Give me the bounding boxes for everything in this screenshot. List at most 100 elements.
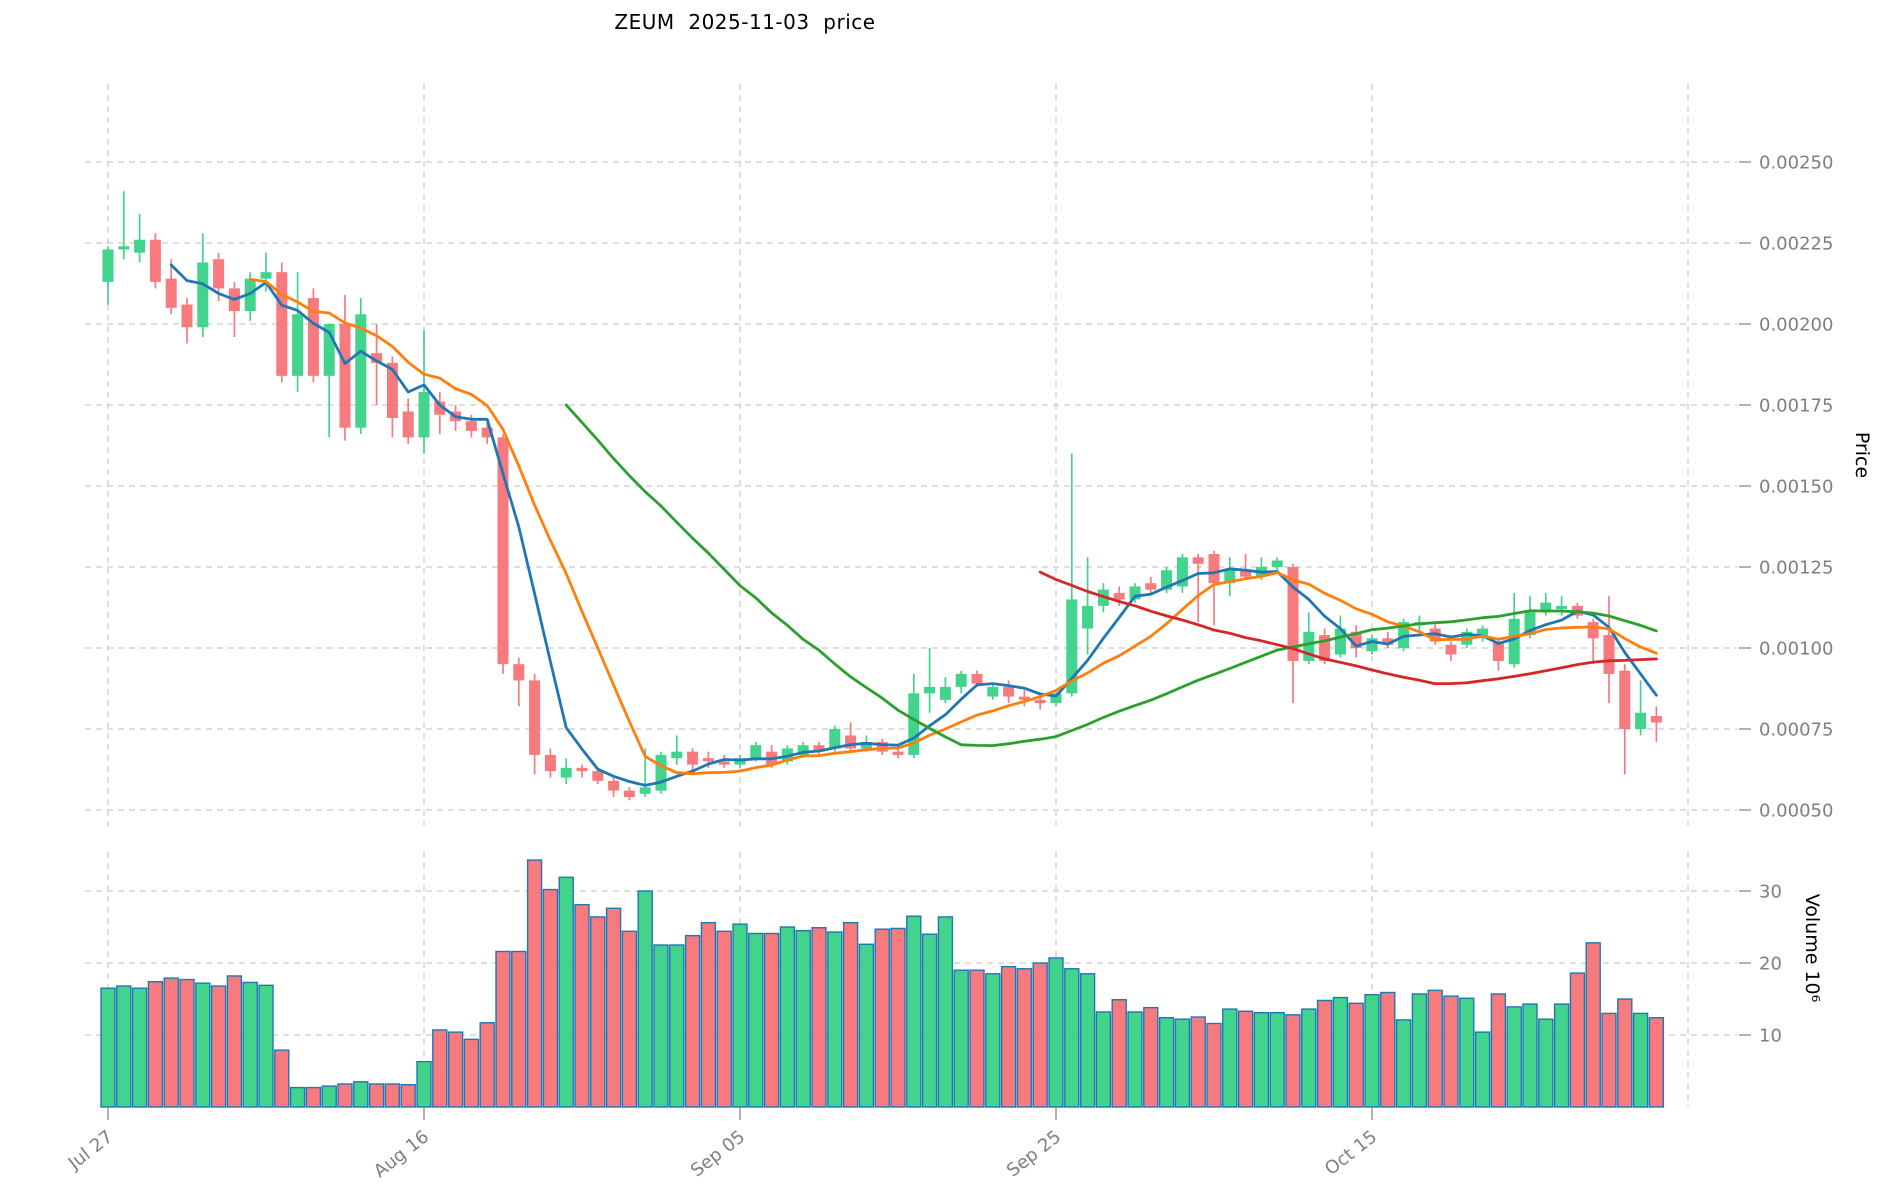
volume-bar: [1095, 1011, 1112, 1108]
volume-bar: [858, 943, 875, 1108]
volume-bar: [226, 975, 243, 1108]
volume-bar: [1016, 968, 1033, 1108]
volume-bar: [716, 930, 732, 1108]
volume-bar: [1395, 1019, 1412, 1108]
candle-body: [829, 729, 841, 749]
candle-body: [623, 790, 635, 798]
candle-body: [560, 767, 572, 778]
candle-body: [1445, 644, 1457, 655]
volume-bar: [937, 916, 954, 1108]
volume-bar: [289, 1086, 306, 1108]
candle-body: [908, 693, 920, 755]
volume-bar: [1506, 1006, 1522, 1108]
volume-bar: [653, 944, 669, 1108]
candle-body: [1635, 712, 1647, 729]
candle-body: [1334, 628, 1346, 655]
candle-body: [292, 314, 304, 376]
volume-bar: [1632, 1012, 1649, 1108]
volume-bar: [1316, 999, 1333, 1108]
volume-bar: [432, 1029, 448, 1108]
volume-bar: [337, 1083, 353, 1108]
candle-body: [702, 758, 714, 762]
volume-bar: [242, 981, 258, 1108]
volume-bar: [590, 916, 606, 1108]
x-tick-label: Jul 27: [64, 1126, 117, 1174]
candle-body: [750, 745, 762, 759]
candle-body: [102, 249, 114, 282]
volume-bar: [274, 1049, 290, 1108]
volume-bar: [748, 932, 764, 1108]
volume-bar: [147, 981, 164, 1108]
x-tick-label: Oct 15: [1321, 1126, 1381, 1179]
volume-bar: [368, 1083, 385, 1108]
candle-body: [718, 761, 730, 765]
candle-body: [1034, 699, 1046, 704]
volume-bar: [1143, 1006, 1159, 1108]
volume-bar: [526, 859, 543, 1108]
price-tick-label: 0.00050: [1759, 801, 1833, 822]
volume-tick-label: 30: [1759, 882, 1782, 903]
candle-body: [639, 787, 651, 794]
candle-body: [371, 353, 383, 363]
candle-body: [1145, 583, 1157, 590]
sma-30-line: [564, 403, 1658, 747]
volume-bar: [1538, 1018, 1554, 1108]
volume-bar: [479, 1022, 495, 1108]
volume-bar: [779, 926, 796, 1108]
chart-title: ZEUM 2025-11-03 price: [614, 10, 876, 34]
volume-bar: [1206, 1022, 1222, 1108]
volume-bar: [1617, 998, 1633, 1108]
candle-body: [213, 259, 225, 289]
volume-bar: [1048, 957, 1064, 1108]
volume-bar: [574, 903, 590, 1108]
candle-body: [260, 272, 272, 279]
candle-body: [1192, 557, 1204, 564]
volume-bar: [1174, 1018, 1191, 1108]
volume-bar: [906, 915, 922, 1108]
volume-bar: [985, 973, 1001, 1108]
volume-bar: [1474, 1031, 1491, 1108]
candles: [102, 191, 1662, 801]
volume-bar: [1000, 965, 1017, 1108]
volume-bar: [1490, 993, 1507, 1108]
candle-body: [481, 427, 493, 438]
moving-average-lines: [169, 263, 1658, 787]
candle-body: [181, 304, 193, 328]
volume-bar: [305, 1086, 322, 1108]
volume-bar: [763, 932, 780, 1108]
volume-bar: [210, 985, 227, 1108]
volume-bar: [842, 921, 859, 1108]
volume-bar: [700, 921, 717, 1108]
candle-body: [1208, 554, 1220, 584]
volume-bar: [874, 928, 890, 1108]
volume-bar: [1127, 1011, 1143, 1108]
candle-body: [987, 686, 999, 697]
volume-bar: [400, 1083, 416, 1108]
candle-body: [892, 751, 904, 755]
volume-bar: [953, 969, 969, 1108]
candle-body: [134, 239, 146, 253]
volume-bar: [1585, 942, 1601, 1108]
candle-body: [355, 314, 367, 428]
volume-bar: [732, 923, 748, 1108]
volume-bar: [1569, 972, 1586, 1108]
candle-body: [165, 278, 177, 308]
volume-bar: [100, 987, 116, 1108]
candle-body: [1477, 628, 1489, 639]
candle-body: [671, 751, 683, 759]
volume-bar: [1285, 1014, 1301, 1108]
volume-bar: [558, 876, 574, 1108]
candle-body: [276, 272, 288, 376]
volume-bar: [131, 987, 148, 1108]
volume-bar: [463, 1038, 480, 1108]
x-tick-label: Sep 05: [687, 1126, 749, 1181]
candle-body: [1587, 622, 1599, 639]
candle-body: [1018, 696, 1030, 700]
candle-body: [1176, 557, 1188, 587]
volume-bar: [1237, 1010, 1254, 1108]
candle-body: [797, 745, 809, 755]
candle-body: [1050, 693, 1062, 704]
volume-tick-label: 10: [1759, 1026, 1782, 1047]
candle-body: [434, 401, 446, 415]
candle-body: [118, 246, 130, 250]
